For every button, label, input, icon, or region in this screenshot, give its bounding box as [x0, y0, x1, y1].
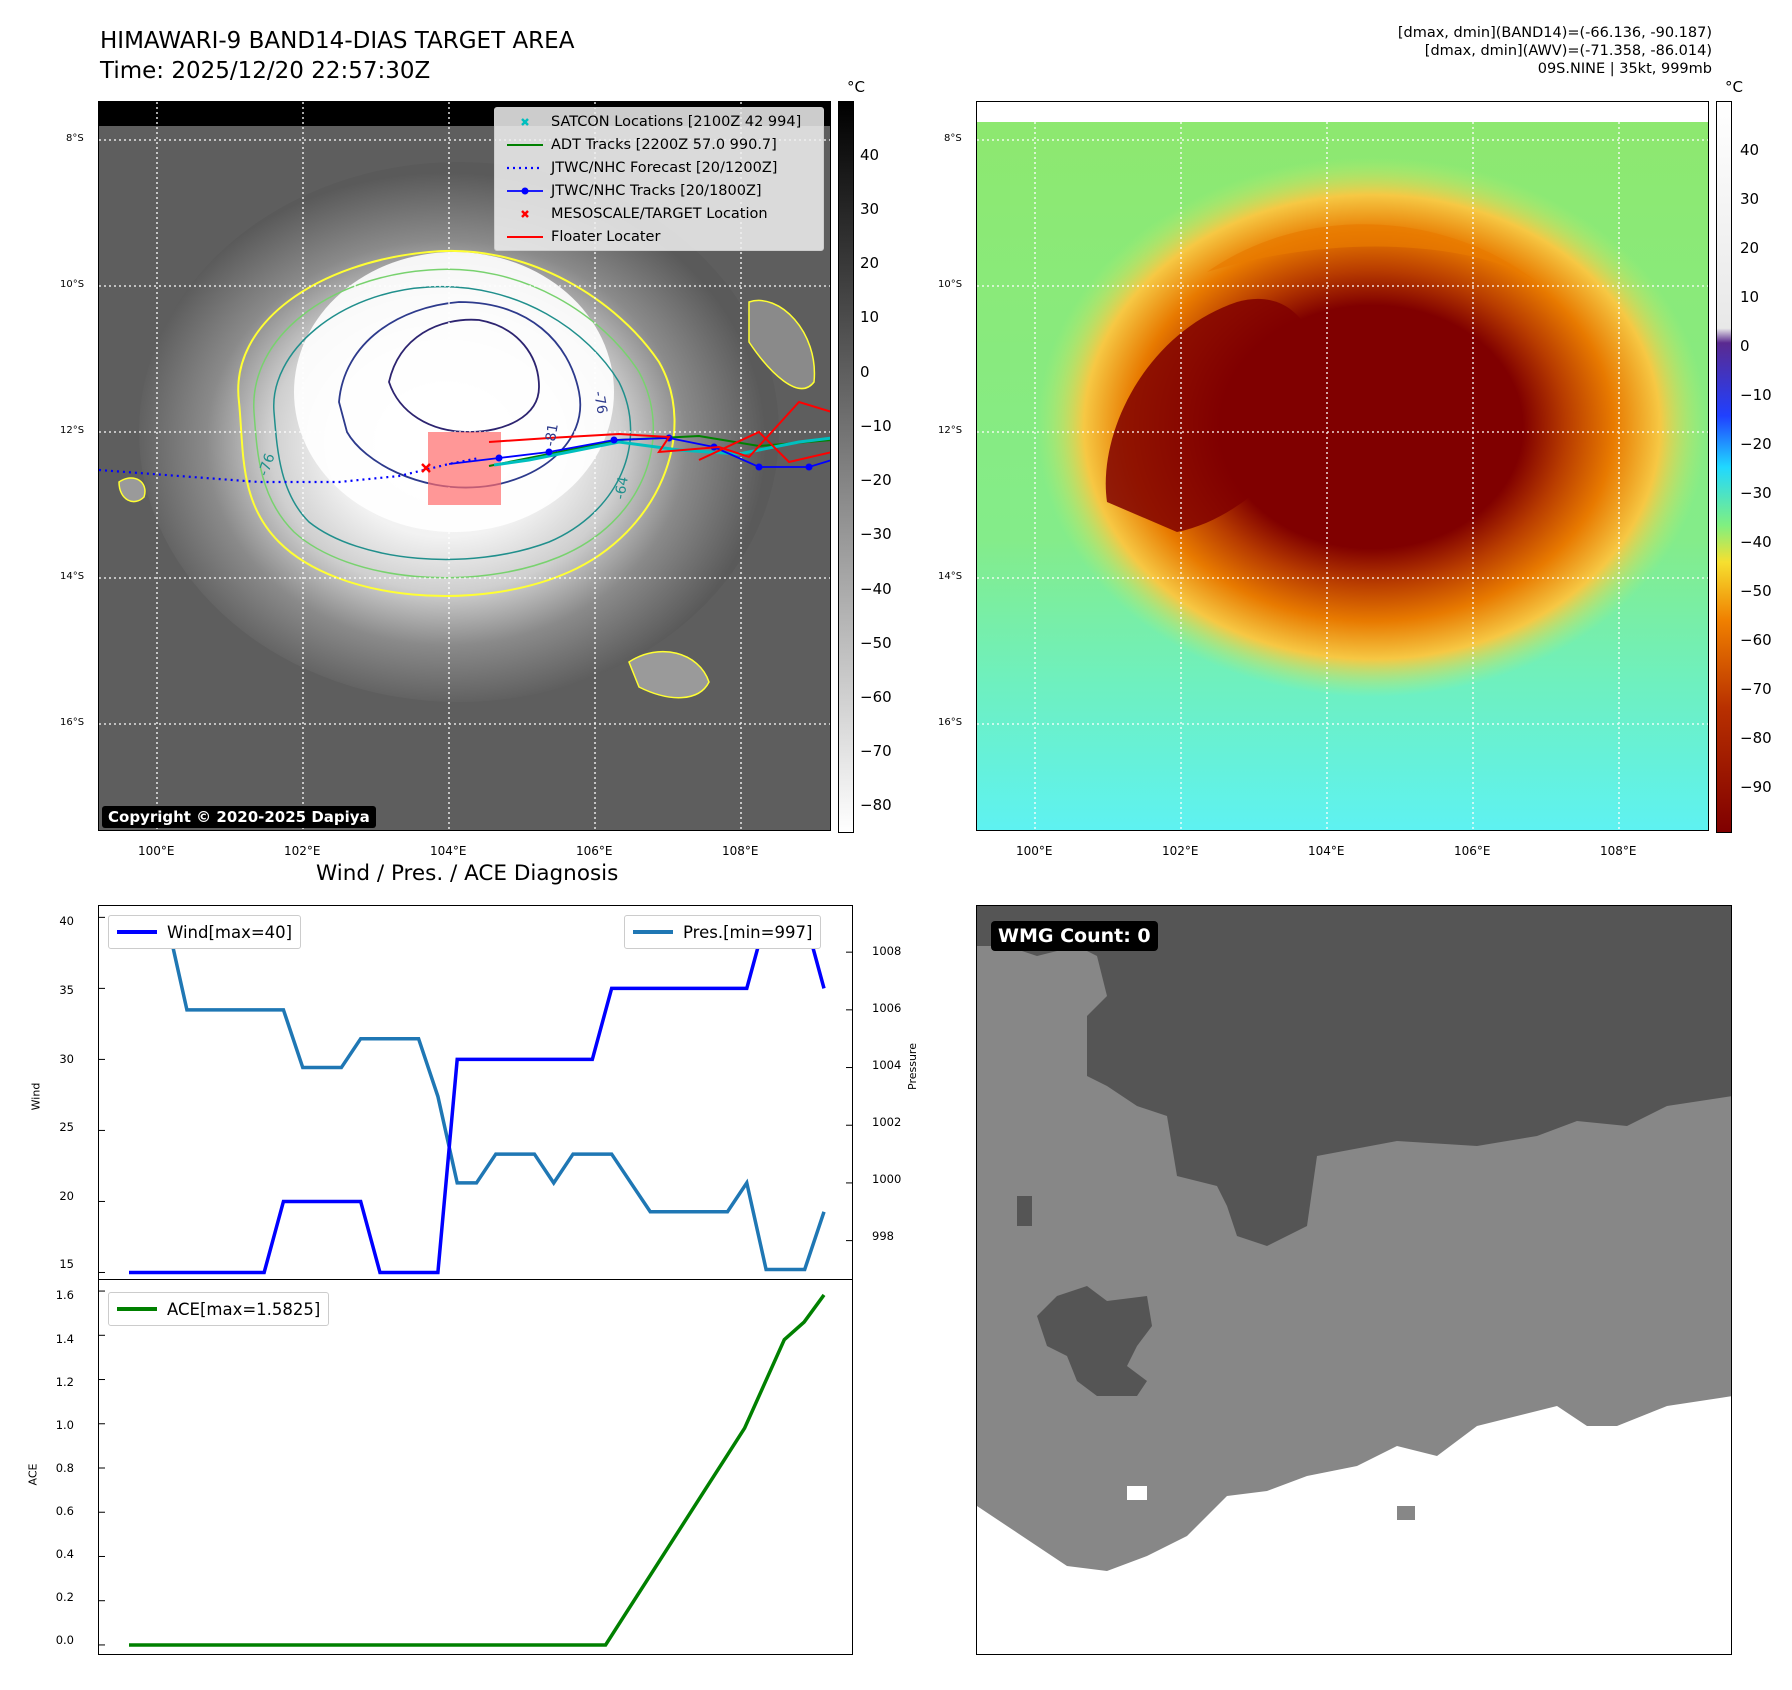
contour-label-4: -64 [612, 475, 632, 500]
colorbar-right-unit: °C [1725, 78, 1743, 96]
colorbar-left [838, 101, 854, 833]
awv-lat-label-14s: 14°S [938, 571, 963, 582]
storm-summary: [dmax, dmin](BAND14)=(-66.136, -90.187) … [1398, 24, 1712, 78]
contour-label-2: -76 [590, 390, 610, 415]
ace-axis-label: ACE [26, 1463, 40, 1486]
ace-chart [99, 1290, 826, 1647]
lat-label-16s: 16°S [60, 717, 85, 728]
wmg-dark-region [977, 906, 1731, 1246]
storm-info: 09S.NINE | 35kt, 999mb [1537, 61, 1712, 77]
wind-legend: Wind[max=40] [108, 915, 302, 949]
title-line-1: HIMAWARI-9 BAND14-DIAS TARGET AREA [100, 28, 575, 54]
awv-gridlines [977, 102, 1708, 830]
ace-panel [98, 1279, 853, 1655]
wmg-light-region [977, 1396, 1731, 1654]
lon-label-102e: 102°E [284, 844, 321, 858]
title-line-2: Time: 2025/12/20 22:57:30Z [100, 58, 431, 84]
jtwc-forecast-track [99, 456, 480, 484]
lat-label-14s: 14°S [60, 571, 85, 582]
ace-legend: ACE[max=1.5825] [108, 1292, 330, 1326]
map-legend: SATCON Locations [2100Z 42 994] ADT Trac… [494, 107, 824, 251]
awv-range: [dmax, dmin](AWV)=(-71.358, -86.014) [1424, 43, 1712, 59]
wind-pres-panel [98, 905, 853, 1280]
legend-item-floater: Floater Locater [507, 229, 661, 245]
wmg-count-label: WMG Count: 0 [991, 921, 1158, 951]
awv-lon-label-108e: 108°E [1600, 844, 1637, 858]
lat-label-8s: 8°S [66, 133, 84, 144]
legend-item-jtwc-forecast: JTWC/NHC Forecast [20/1200Z] [507, 160, 778, 176]
lon-label-106e: 106°E [576, 844, 613, 858]
lon-label-100e: 100°E [138, 844, 175, 858]
awv-lon-label-102e: 102°E [1162, 844, 1199, 858]
awv-lon-label-106e: 106°E [1454, 844, 1491, 858]
wind-pres-chart [99, 915, 852, 1275]
awv-lat-label-16s: 16°S [938, 717, 963, 728]
wind-axis-label: Wind [29, 1082, 43, 1111]
awv-lat-label-12s: 12°S [938, 425, 963, 436]
legend-item-adt: ADT Tracks [2200Z 57.0 990.7] [507, 137, 777, 153]
target-area-box [428, 432, 501, 505]
wind-line [129, 915, 826, 1275]
legend-item-jtwc-tracks: JTWC/NHC Tracks [20/1800Z] [505, 180, 762, 202]
wmg-map [977, 906, 1731, 1654]
awv-lat-label-10s: 10°S [938, 279, 963, 290]
satcon-track [493, 436, 830, 467]
lat-label-10s: 10°S [60, 279, 85, 290]
pres-axis-label: Pressure [906, 1043, 919, 1090]
colorbar-right [1716, 101, 1732, 833]
figure-title: HIMAWARI-9 BAND14-DIAS TARGET AREA Time:… [100, 26, 574, 86]
pres-legend: Pres.[min=997] [624, 915, 822, 949]
mesoscale-target-marker [421, 463, 431, 473]
awv-map-panel [976, 101, 1709, 831]
floater-locater [488, 400, 830, 459]
awv-lat-label-8s: 8°S [944, 133, 962, 144]
lon-label-104e: 104°E [430, 844, 467, 858]
awv-lon-label-104e: 104°E [1308, 844, 1345, 858]
band14-map: -76 -76 -81 -64 [99, 102, 830, 830]
lon-label-108e: 108°E [722, 844, 759, 858]
colorbar-left-unit: °C [847, 78, 865, 96]
pressure-line [129, 921, 826, 1272]
legend-item-satcon: SATCON Locations [2100Z 42 994] [505, 111, 801, 133]
wmg-panel [976, 905, 1732, 1655]
contour-label-1: -76 [256, 451, 279, 478]
ace-line [129, 1293, 826, 1647]
contour-label-3: -81 [542, 422, 562, 447]
awv-lon-label-100e: 100°E [1016, 844, 1053, 858]
band14-range: [dmax, dmin](BAND14)=(-66.136, -90.187) [1397, 25, 1712, 41]
legend-item-mesoscale: MESOSCALE/TARGET Location [505, 203, 768, 225]
awv-map [977, 102, 1708, 830]
copyright-label: Copyright © 2020-2025 Dapiya [102, 806, 376, 828]
lat-label-12s: 12°S [60, 425, 85, 436]
diagnosis-title: Wind / Pres. / ACE Diagnosis [316, 861, 619, 886]
awv-storm [1037, 157, 1707, 697]
